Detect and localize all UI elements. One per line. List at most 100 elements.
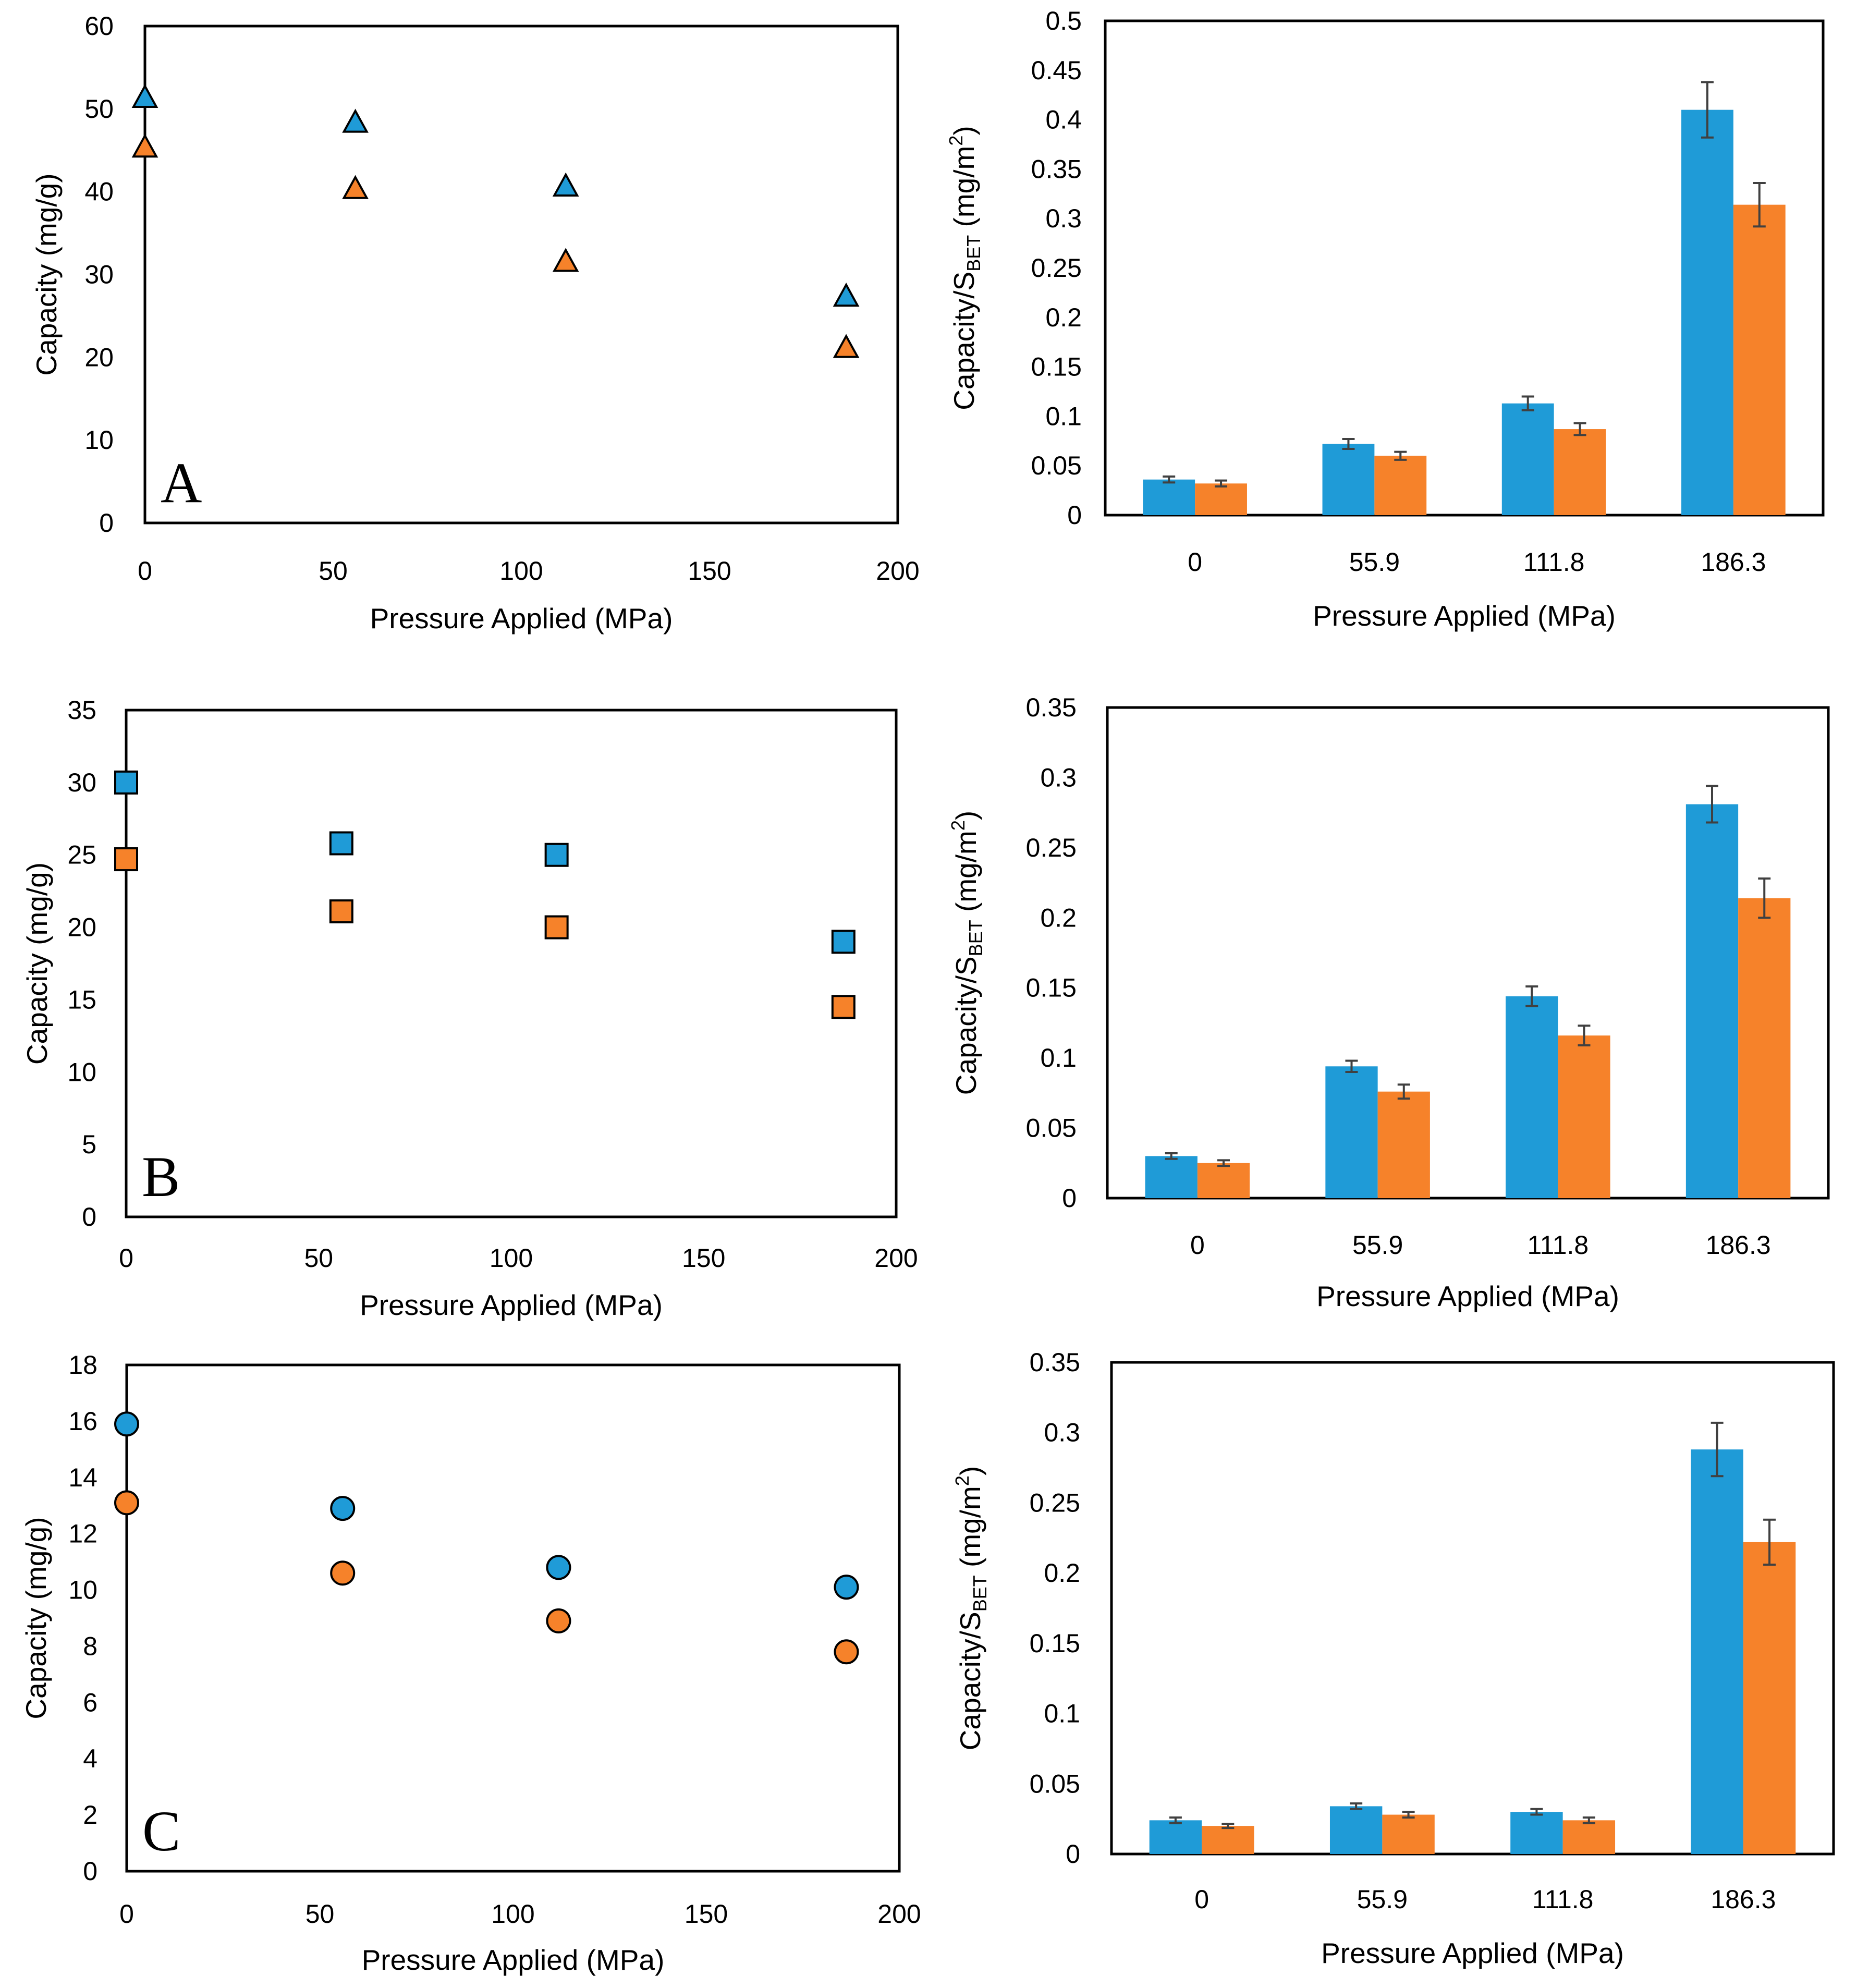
- y-tick-label: 0: [1066, 1839, 1080, 1869]
- y-tick-label: 25: [67, 840, 96, 870]
- y-tick-label: 2: [83, 1800, 97, 1830]
- x-tick-label: 200: [874, 1243, 918, 1273]
- x-tick-label: 50: [319, 556, 348, 586]
- y-axis-title-sup: 2: [951, 1475, 973, 1486]
- bar-1-3: [1506, 996, 1558, 1198]
- y-axis-title-main: Capacity/S: [948, 272, 980, 410]
- y-tick-label: 0.5: [1045, 6, 1082, 35]
- chart-B-scatter: 0 5 10 15 20 25 30 35 Pressure Applied (MPa) Capa…: [21, 696, 918, 1321]
- x-tick-label: 186.3: [1701, 547, 1766, 577]
- bar-2-2: [1377, 1091, 1430, 1198]
- y-tick-label: 0.3: [1045, 204, 1082, 233]
- y-tick-label: 30: [84, 260, 114, 289]
- x-tick-label: 0: [1190, 1230, 1205, 1260]
- bar-1-4: [1685, 804, 1739, 1198]
- y-tick-label: 18: [68, 1350, 97, 1380]
- data-point-2-3: [552, 248, 579, 272]
- panel-label: A: [161, 451, 202, 515]
- y-tick-label: 0.2: [1045, 303, 1082, 332]
- data-point-1-4: [831, 930, 856, 954]
- bar-2-1: [1195, 483, 1247, 515]
- y-tick-label: 20: [67, 913, 96, 942]
- x-tick-label: 150: [685, 1899, 728, 1929]
- y-tick-label: 10: [67, 1057, 96, 1087]
- y-tick-label: 0: [1067, 501, 1082, 530]
- bar-1-3: [1501, 403, 1554, 515]
- x-axis-title: Pressure Applied (MPa): [1313, 600, 1616, 632]
- chart-C-scatter: 0 2 4 6 8 10 12 14 16 18 Pressure Applied (MPa) Cap…: [20, 1350, 921, 1976]
- x-tick-label: 150: [682, 1243, 725, 1273]
- y-axis-title: Capacity/SBET (mg/m2): [951, 1466, 991, 1750]
- bar-2-3: [1562, 1820, 1616, 1854]
- data-point-1-2: [342, 108, 369, 133]
- bar-2-2: [1382, 1814, 1435, 1854]
- y-tick-label: 0: [83, 1857, 97, 1886]
- y-tick-label: 5: [82, 1130, 96, 1159]
- y-axis-title: Capacity (mg/g): [20, 1517, 52, 1719]
- bar-2-3: [1554, 429, 1606, 515]
- y-tick-label: 0.15: [1031, 352, 1082, 382]
- bar-2-4: [1733, 204, 1786, 515]
- x-tick-label: 55.9: [1357, 1885, 1408, 1914]
- y-tick-label: 0.25: [1030, 1488, 1080, 1517]
- y-axis-title-sup: 2: [947, 820, 969, 831]
- y-axis-title: Capacity/SBET (mg/m2): [947, 811, 986, 1095]
- data-point-1-2: [330, 1496, 356, 1521]
- y-tick-label: 20: [84, 343, 114, 372]
- y-axis-title-sub: BET: [963, 235, 984, 272]
- bar-2-4: [1743, 1542, 1796, 1854]
- x-tick-label: 111.8: [1528, 1230, 1589, 1260]
- y-tick-label: 0.45: [1031, 56, 1082, 85]
- y-tick-label: 14: [68, 1463, 97, 1492]
- y-tick-label: 0.2: [1044, 1558, 1080, 1588]
- y-tick-label: 0.35: [1026, 693, 1077, 722]
- y-tick-label: 35: [67, 696, 96, 725]
- data-point-1-1: [131, 83, 158, 108]
- x-tick-label: 100: [490, 1243, 533, 1273]
- y-axis-title-end: ): [948, 126, 980, 135]
- x-tick-label: 200: [876, 556, 919, 586]
- bar-1-2: [1329, 1806, 1383, 1854]
- x-tick-label: 111.8: [1523, 547, 1585, 577]
- panel-label: C: [142, 1799, 180, 1863]
- y-axis-title-unit: (mg/m: [954, 1486, 986, 1575]
- y-axis-title-unit: (mg/m: [948, 146, 980, 235]
- panel-label: B: [142, 1145, 180, 1209]
- bar-2-3: [1558, 1035, 1610, 1198]
- y-axis-title-end: ): [954, 1466, 986, 1475]
- data-point-2-3: [544, 915, 569, 940]
- y-tick-label: 6: [83, 1688, 97, 1717]
- bar-1-1: [1143, 479, 1195, 515]
- x-tick-label: 200: [877, 1899, 921, 1929]
- x-axis-title: Pressure Applied (MPa): [362, 1944, 665, 1976]
- x-tick-label: 0: [119, 1899, 134, 1929]
- data-point-2-1: [114, 1490, 139, 1516]
- x-tick-label: 0: [1194, 1885, 1209, 1914]
- data-point-2-4: [834, 1639, 859, 1665]
- y-tick-label: 0: [82, 1202, 96, 1231]
- x-axis-title: Pressure Applied (MPa): [1321, 1937, 1624, 1969]
- x-tick-label: 186.3: [1706, 1230, 1771, 1260]
- x-tick-label: 50: [306, 1899, 335, 1929]
- y-tick-label: 0.25: [1031, 253, 1082, 283]
- y-tick-label: 0: [99, 508, 114, 538]
- x-tick-label: 186.3: [1711, 1885, 1776, 1914]
- chart-B-bar: 0 0.05 0.1 0.15 0.2 0.25 0.3 0.35 Pressure Appli…: [947, 693, 1830, 1312]
- plot-frame: [143, 25, 899, 525]
- bar-1-1: [1149, 1820, 1202, 1854]
- y-tick-label: 0.1: [1045, 401, 1082, 431]
- y-tick-label: 10: [68, 1576, 97, 1605]
- bar-1-1: [1145, 1156, 1198, 1198]
- y-tick-label: 10: [84, 425, 114, 455]
- y-axis-title-unit: (mg/m: [950, 831, 982, 920]
- plot-frame: [1110, 1361, 1835, 1856]
- y-axis-title-main: Capacity/S: [950, 956, 982, 1095]
- plot-frame: [1106, 706, 1830, 1200]
- y-tick-label: 50: [84, 94, 114, 124]
- data-point-1-3: [552, 172, 579, 197]
- y-tick-label: 0.25: [1026, 833, 1077, 862]
- data-point-2-3: [546, 1608, 571, 1633]
- data-point-1-4: [833, 283, 860, 307]
- y-tick-label: 15: [67, 985, 96, 1014]
